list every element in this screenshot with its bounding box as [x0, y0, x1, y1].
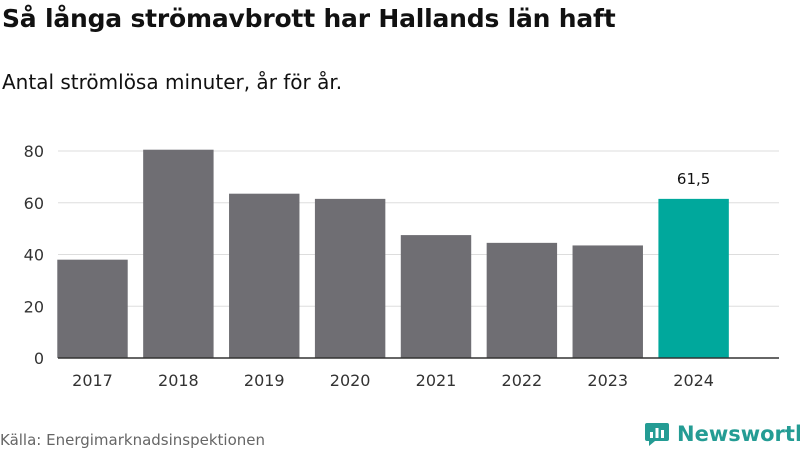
- chart-title: Så långa strömavbrott har Hallands län h…: [2, 4, 616, 33]
- x-tick-label: 2017: [72, 371, 113, 390]
- chart-subtitle: Antal strömlösa minuter, år för år.: [2, 70, 343, 94]
- x-tick-label: 2018: [158, 371, 199, 390]
- bar: [229, 193, 300, 358]
- x-tick-label: 2022: [502, 371, 543, 390]
- y-tick-label: 60: [24, 194, 44, 213]
- newsworthy-logo-icon: [645, 423, 669, 446]
- bar: [314, 198, 386, 358]
- data-label: 61,5: [677, 170, 710, 188]
- bar: [658, 198, 729, 358]
- y-tick-label: 20: [24, 297, 44, 316]
- source-note: Källa: Energimarknadsinspektionen: [0, 431, 266, 449]
- y-tick-label: 0: [34, 349, 44, 368]
- y-tick-label: 80: [24, 142, 44, 161]
- y-tick-label: 40: [24, 246, 44, 265]
- bar: [57, 259, 128, 358]
- x-tick-label: 2024: [673, 371, 714, 390]
- bar-chart: 0 20 40 60 80 2017 2018 2019 2020 2021 2022 2023 202…: [24, 142, 779, 390]
- bar: [572, 245, 643, 358]
- x-tick-label: 2023: [587, 371, 628, 390]
- bar: [486, 242, 558, 358]
- bar: [400, 235, 472, 358]
- x-tick-label: 2020: [330, 371, 371, 390]
- bar: [143, 149, 214, 358]
- x-tick-label: 2021: [416, 371, 457, 390]
- brand-name: Newsworthy: [677, 422, 800, 446]
- x-tick-label: 2019: [244, 371, 285, 390]
- brand-logo: Newsworthy: [644, 420, 800, 448]
